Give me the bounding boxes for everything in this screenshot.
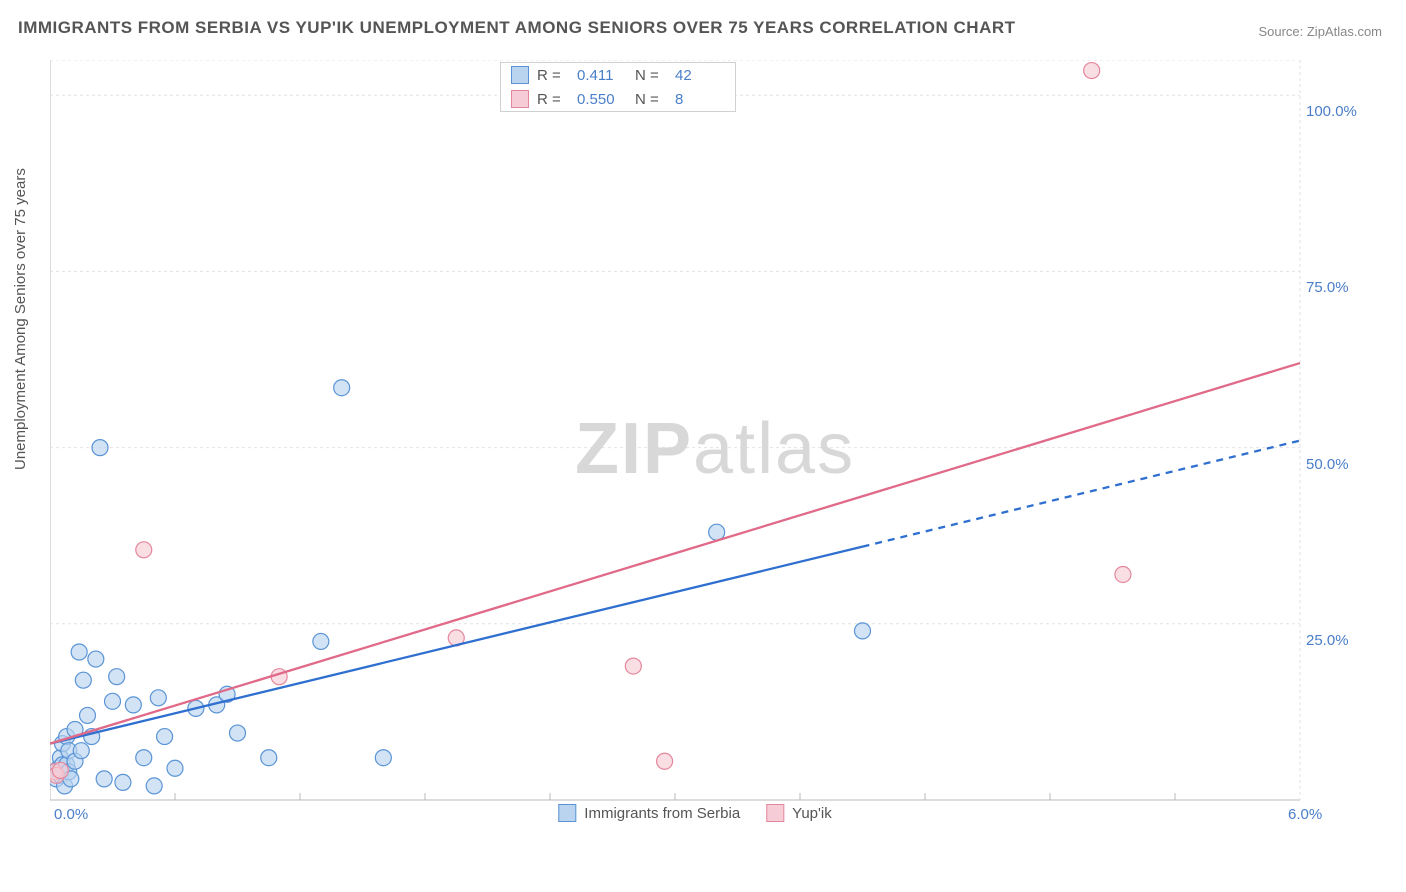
data-point bbox=[125, 697, 141, 713]
x-tick-label-max: 6.0% bbox=[1288, 806, 1322, 823]
stat-value: 0.411 bbox=[577, 67, 627, 84]
series-legend-item: Yup'ik bbox=[766, 804, 832, 822]
data-point bbox=[75, 672, 91, 688]
stat-value: 8 bbox=[675, 91, 725, 108]
data-point bbox=[1084, 63, 1100, 79]
y-tick-label: 50.0% bbox=[1306, 456, 1349, 473]
stat-key: R = bbox=[537, 67, 569, 84]
series-label: Yup'ik bbox=[792, 805, 832, 822]
stats-legend: R = 0.411 N = 42 R = 0.550 N = 8 bbox=[500, 62, 736, 112]
data-point bbox=[375, 750, 391, 766]
stat-key: N = bbox=[635, 91, 667, 108]
data-point bbox=[150, 690, 166, 706]
data-point bbox=[657, 753, 673, 769]
data-point bbox=[230, 725, 246, 741]
data-point bbox=[88, 651, 104, 667]
data-point bbox=[71, 644, 87, 660]
y-tick-label: 25.0% bbox=[1306, 632, 1349, 649]
y-tick-label: 75.0% bbox=[1306, 279, 1349, 296]
data-point bbox=[1115, 566, 1131, 582]
data-point bbox=[73, 743, 89, 759]
data-point bbox=[109, 669, 125, 685]
data-point bbox=[105, 693, 121, 709]
scatter-plot bbox=[50, 60, 1340, 830]
data-point bbox=[136, 542, 152, 558]
trend-line bbox=[50, 363, 1300, 744]
series-legend-item: Immigrants from Serbia bbox=[558, 804, 740, 822]
series-label: Immigrants from Serbia bbox=[584, 805, 740, 822]
chart-title: IMMIGRANTS FROM SERBIA VS YUP'IK UNEMPLO… bbox=[18, 18, 1016, 38]
stat-key: N = bbox=[635, 67, 667, 84]
chart-area: ZIPatlas R =0.411N =42R =0.550N =8 Immig… bbox=[50, 60, 1340, 830]
data-point bbox=[96, 771, 112, 787]
stat-value: 42 bbox=[675, 67, 725, 84]
y-axis-label: Unemployment Among Seniors over 75 years bbox=[12, 168, 29, 470]
data-point bbox=[261, 750, 277, 766]
data-point bbox=[115, 774, 131, 790]
y-tick-label: 100.0% bbox=[1306, 103, 1357, 120]
data-point bbox=[625, 658, 641, 674]
data-point bbox=[167, 760, 183, 776]
stats-row: R = 0.411 N = 42 bbox=[501, 63, 735, 87]
source-attribution: Source: ZipAtlas.com bbox=[1258, 24, 1382, 39]
series-swatch bbox=[511, 90, 529, 108]
stat-key: R = bbox=[537, 91, 569, 108]
series-swatch bbox=[558, 804, 576, 822]
stats-row: R = 0.550 N = 8 bbox=[501, 87, 735, 111]
stat-value: 0.550 bbox=[577, 91, 627, 108]
trend-line bbox=[50, 547, 863, 744]
data-point bbox=[92, 440, 108, 456]
data-point bbox=[855, 623, 871, 639]
data-point bbox=[80, 707, 96, 723]
data-point bbox=[52, 762, 68, 778]
data-point bbox=[334, 380, 350, 396]
data-point bbox=[146, 778, 162, 794]
series-swatch bbox=[766, 804, 784, 822]
x-tick-label-min: 0.0% bbox=[54, 806, 88, 823]
data-point bbox=[313, 633, 329, 649]
scatter-points bbox=[50, 63, 1131, 794]
series-legend: Immigrants from Serbia Yup'ik bbox=[558, 804, 831, 822]
data-point bbox=[136, 750, 152, 766]
data-point bbox=[157, 729, 173, 745]
trend-line-dashed bbox=[863, 441, 1301, 547]
series-swatch bbox=[511, 66, 529, 84]
